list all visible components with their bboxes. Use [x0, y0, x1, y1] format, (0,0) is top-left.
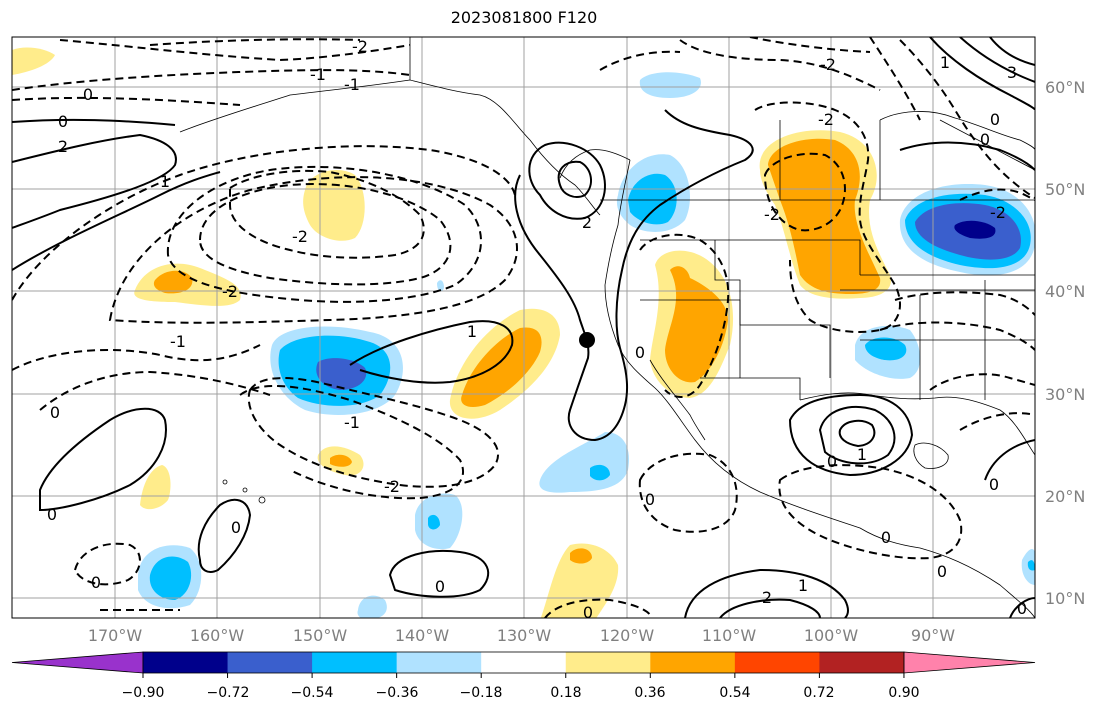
map-title: 2023081800 F120: [450, 8, 598, 27]
contour-labels: 0 0 2 1 -2 -1 -1 -2 -2 -1 0 0 0 0 -1 -2 …: [47, 37, 1027, 622]
contour-label: 2: [58, 137, 68, 156]
contour-label: 0: [231, 518, 241, 537]
lon-label: 100°W: [804, 626, 859, 645]
lon-label: 110°W: [702, 626, 757, 645]
contour-label: 2: [582, 213, 592, 232]
lon-label: 90°W: [911, 626, 955, 645]
contour-label: 1: [940, 53, 950, 72]
lat-label: 10°N: [1045, 589, 1085, 608]
contour-label: 0: [827, 452, 837, 471]
colorbar-segment: [396, 652, 482, 673]
colorbar-tick: −0.36: [376, 685, 419, 701]
borders: [600, 119, 1035, 400]
lon-label: 170°W: [88, 626, 143, 645]
contour-label: 0: [980, 130, 990, 149]
colorbar-extend-max: [903, 651, 1036, 674]
contour-label: 1: [160, 172, 170, 191]
solid-contours: [12, 37, 1035, 618]
contour-label: 1: [857, 445, 867, 464]
contour-label: 0: [881, 528, 891, 547]
lon-label: 140°W: [395, 626, 450, 645]
colorbar-segment: [227, 652, 313, 673]
contour-label: -2: [818, 110, 834, 129]
contour-label: -2: [292, 227, 308, 246]
colorbar-tick: 0.18: [550, 685, 581, 701]
longitude-labels: 170°W 160°W 150°W 140°W 130°W 120°W 110°…: [88, 626, 955, 645]
shading-layer: [12, 47, 1035, 618]
contour-label: 1: [467, 322, 477, 341]
contour-label: 0: [645, 490, 655, 509]
lon-label: 120°W: [600, 626, 655, 645]
lon-label: 130°W: [497, 626, 552, 645]
contour-label: 0: [1017, 599, 1027, 618]
contour-label: 0: [583, 603, 593, 622]
dashed-contours: [12, 37, 1035, 618]
contour-label: 0: [635, 343, 645, 362]
colorbar: [11, 651, 1036, 678]
contour-label: 0: [50, 403, 60, 422]
colorbar-tick-labels: −0.90 −0.72 −0.54 −0.36 −0.18 0.18 0.36 …: [122, 685, 920, 701]
lat-label: 20°N: [1045, 487, 1085, 506]
contour-label: -2: [222, 282, 238, 301]
colorbar-segment: [481, 652, 567, 673]
contour-label: 0: [989, 475, 999, 494]
contour-label: -2: [352, 37, 368, 56]
colorbar-segment: [734, 652, 820, 673]
contour-label: -2: [764, 205, 780, 224]
colorbar-tick: −0.72: [207, 685, 250, 701]
contour-label: 0: [47, 505, 57, 524]
colorbar-tick: −0.18: [460, 685, 503, 701]
lat-label: 50°N: [1045, 180, 1085, 199]
colorbar-segment: [819, 652, 905, 673]
graticule: [12, 37, 1035, 618]
colorbar-segment: [650, 652, 736, 673]
colorbar-segment: [565, 652, 651, 673]
contour-label: 3: [1007, 63, 1017, 82]
colorbar-segment: [143, 652, 229, 673]
contour-label: 0: [91, 573, 101, 592]
contour-label: 0: [58, 112, 68, 131]
contour-label: -1: [344, 75, 360, 94]
colorbar-tick: 0.90: [888, 685, 919, 701]
location-marker: [579, 332, 595, 348]
lon-label: 160°W: [190, 626, 245, 645]
lat-label: 30°N: [1045, 385, 1085, 404]
contour-label: -2: [384, 477, 400, 496]
contour-label: -2: [820, 55, 836, 74]
contour-label: 2: [762, 588, 772, 607]
lat-label: 60°N: [1045, 78, 1085, 97]
coastlines: [179, 37, 1035, 618]
contour-label: -1: [170, 332, 186, 351]
colorbar-tick: −0.54: [291, 685, 334, 701]
contour-label: 0: [435, 577, 445, 596]
map-frame: [11, 36, 1036, 619]
contour-label: -1: [344, 413, 360, 432]
colorbar-extend-min: [11, 651, 144, 674]
contour-label: 0: [83, 85, 93, 104]
colorbar-segment: [312, 652, 398, 673]
colorbar-tick: −0.90: [122, 685, 165, 701]
colorbar-frame: [142, 651, 905, 674]
contour-label: 1: [798, 576, 808, 595]
contour-label: -2: [990, 203, 1006, 222]
lon-label: 150°W: [293, 626, 348, 645]
colorbar-tick: 0.72: [803, 685, 834, 701]
colorbar-tick: 0.54: [719, 685, 750, 701]
colorbar-tick: 0.36: [634, 685, 665, 701]
latitude-labels: 60°N 50°N 40°N 30°N 20°N 10°N: [1045, 78, 1085, 608]
contour-label: 0: [937, 562, 947, 581]
contour-label: -1: [310, 65, 326, 84]
map-panel: 0 0 2 1 -2 -1 -1 -2 -2 -1 0 0 0 0 -1 -2 …: [12, 37, 1035, 622]
contour-label: 0: [990, 110, 1000, 129]
lat-label: 40°N: [1045, 282, 1085, 301]
